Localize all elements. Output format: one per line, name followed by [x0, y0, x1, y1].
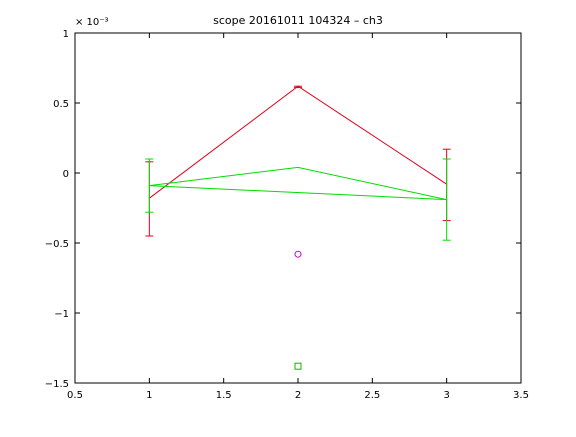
y-tick-label: 0 — [63, 169, 69, 180]
square-marker — [294, 362, 302, 370]
y-tick-label: −1.5 — [45, 379, 69, 390]
y-tick-label: −0.5 — [45, 239, 69, 250]
y-tick-label: −1 — [54, 309, 69, 320]
x-tick-label: 1 — [146, 390, 152, 401]
y-tick-label: 1 — [63, 29, 69, 40]
plot-area — [74, 32, 522, 384]
x-tick-label: 3.5 — [513, 390, 529, 401]
series-layer — [145, 85, 451, 241]
marker-layer — [294, 250, 302, 370]
axes-layer: 0.5 1 1.5 2 2.5 3 3.5 −1.5 −1 −0.5 0 0.5 1 — [45, 29, 529, 401]
x-tick-label: 2 — [295, 390, 301, 401]
series-line-2 — [149, 185, 447, 201]
chart-title: scope 20161011 104324 – ch3 — [213, 14, 383, 27]
series-line-3 — [149, 166, 447, 201]
x-tick-label: 2.5 — [364, 390, 380, 401]
y-tick-label: 0.5 — [53, 99, 69, 110]
x-tick-label: 1.5 — [216, 390, 232, 401]
x-tick-label: 3 — [443, 390, 449, 401]
x-tick-label: 0.5 — [67, 390, 83, 401]
y-scale-label: × 10⁻³ — [75, 17, 109, 28]
circle-marker — [294, 250, 302, 258]
